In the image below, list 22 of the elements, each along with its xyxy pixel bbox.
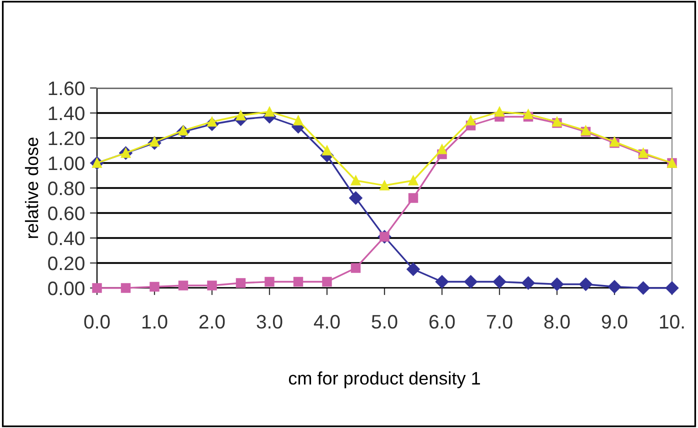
x-tick-label: 0.0 (84, 314, 110, 329)
x-tick-label: 2.0 (199, 314, 225, 329)
y-axis-title: relative dose (24, 138, 38, 238)
y-tick-label: 0.20 (48, 256, 84, 270)
x-tick-label: 6.0 (429, 314, 455, 329)
x-tick-label: 1.0 (142, 314, 168, 329)
y-tick-label: 1.20 (48, 131, 84, 146)
x-tick-label: 7.0 (486, 314, 512, 329)
y-tick-label: 1.00 (48, 156, 84, 170)
y-tick-label: 0.80 (48, 181, 84, 196)
x-tick-label: 5.0 (372, 314, 398, 329)
x-tick-label: 8.0 (544, 314, 570, 329)
y-tick-label: 1.40 (48, 106, 84, 120)
x-tick-label: 10. (660, 314, 684, 329)
y-tick-label: 0.60 (48, 206, 84, 220)
y-tick-label: 0.40 (48, 231, 84, 246)
y-tick-label: 0.00 (48, 281, 84, 296)
x-tick-label: 9.0 (602, 314, 628, 329)
y-tick-label: 1.60 (48, 81, 84, 96)
x-axis-title: cm for product density 1 (288, 371, 480, 388)
x-tick-label: 3.0 (256, 314, 282, 329)
x-tick-label: 4.0 (314, 314, 340, 329)
